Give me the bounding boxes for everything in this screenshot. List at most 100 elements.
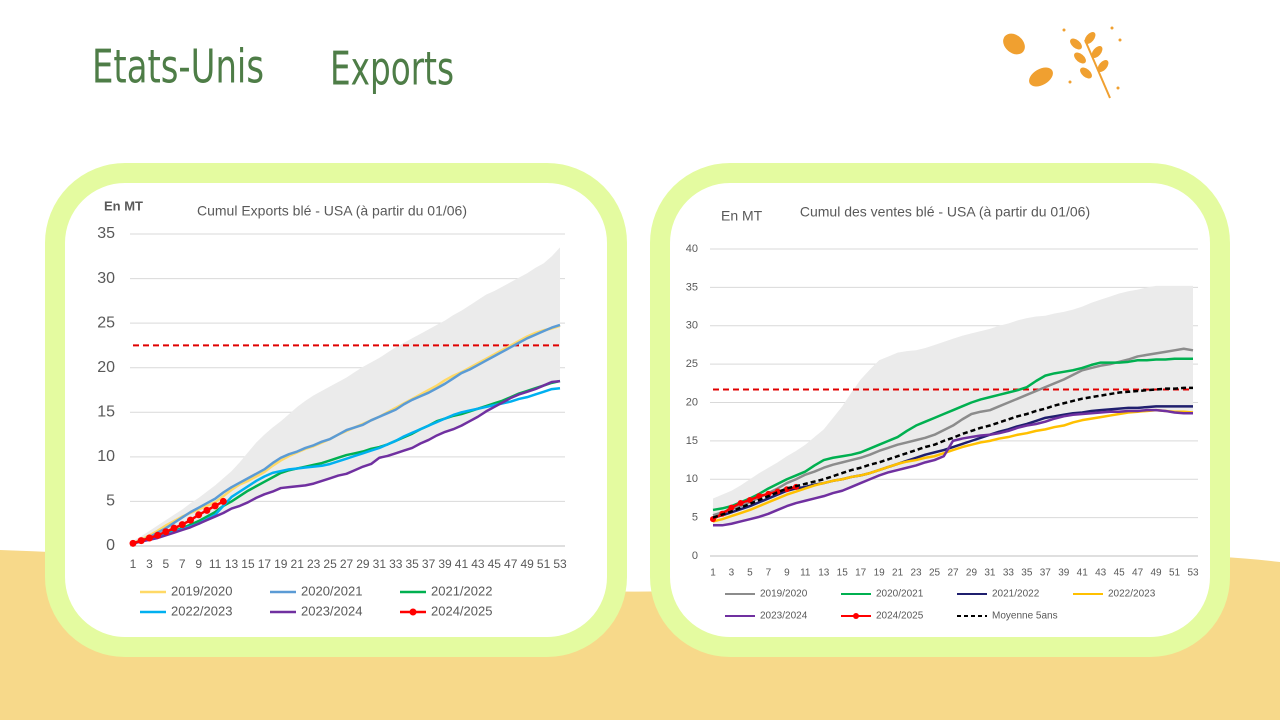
x-tick-label: 35 — [406, 557, 420, 571]
data-point — [178, 521, 186, 529]
data-point — [756, 493, 763, 500]
x-tick-label: 37 — [1040, 568, 1052, 579]
x-tick-label: 23 — [911, 568, 923, 579]
x-tick-label: 17 — [855, 568, 867, 579]
y-tick-label: 20 — [686, 396, 698, 408]
range-band — [133, 247, 560, 544]
x-tick-label: 3 — [729, 568, 735, 579]
wheat-icon — [1003, 26, 1122, 99]
x-tick-label: 31 — [984, 568, 996, 579]
y-tick-label: 40 — [686, 243, 698, 255]
legend-label: 2019/2020 — [171, 583, 232, 598]
x-tick-label: 15 — [837, 568, 849, 579]
y-tick-label: 35 — [686, 281, 698, 293]
x-tick-label: 49 — [520, 557, 534, 571]
x-tick-label: 9 — [784, 568, 790, 579]
legend-label: 2020/2021 — [876, 589, 924, 600]
y-tick-label: 10 — [97, 448, 115, 465]
y-tick-label: 25 — [686, 358, 698, 370]
x-tick-label: 31 — [373, 557, 387, 571]
x-tick-label: 19 — [274, 557, 288, 571]
x-tick-label: 33 — [1003, 568, 1015, 579]
chart-title: Cumul Exports blé - USA (à partir du 01/… — [197, 203, 467, 219]
x-tick-label: 43 — [471, 557, 485, 571]
legend-label: 2023/2024 — [301, 603, 362, 618]
x-tick-label: 27 — [340, 557, 354, 571]
x-tick-label: 17 — [258, 557, 272, 571]
x-tick-label: 25 — [929, 568, 941, 579]
x-tick-label: 35 — [1021, 568, 1033, 579]
legend-label: 2021/2022 — [992, 589, 1040, 600]
x-tick-label: 21 — [291, 557, 305, 571]
x-tick-label: 1 — [710, 568, 716, 579]
x-tick-label: 11 — [800, 568, 811, 579]
x-tick-label: 7 — [766, 568, 772, 579]
y-tick-label: 5 — [692, 512, 698, 524]
x-tick-label: 13 — [225, 557, 239, 571]
x-tick-label: 21 — [892, 568, 904, 579]
x-tick-label: 41 — [455, 557, 469, 571]
x-tick-label: 39 — [1058, 568, 1070, 579]
y-tick-label: 0 — [106, 537, 115, 554]
legend-label: 2020/2021 — [301, 583, 362, 598]
chart-title: Cumul des ventes blé - USA (à partir du … — [800, 204, 1090, 220]
data-point — [195, 511, 203, 519]
legend-label: 2022/2023 — [1108, 589, 1156, 600]
series-line — [712, 405, 1193, 519]
x-tick-label: 23 — [307, 557, 321, 571]
legend-label: Moyenne 5ans — [992, 611, 1058, 622]
series-line — [712, 357, 1193, 512]
x-tick-label: 5 — [163, 557, 170, 571]
data-point — [219, 497, 227, 505]
data-point — [162, 528, 170, 536]
series-line — [132, 323, 561, 545]
series-line — [712, 386, 1193, 519]
data-point — [154, 531, 162, 539]
x-tick-label: 25 — [323, 557, 337, 571]
data-point — [129, 539, 137, 547]
legend-label: 2024/2025 — [876, 611, 924, 622]
x-tick-label: 13 — [818, 568, 830, 579]
x-tick-label: 9 — [195, 557, 202, 571]
x-tick-label: 45 — [1114, 568, 1126, 579]
series-line — [713, 408, 1193, 527]
data-point — [746, 496, 753, 503]
x-tick-label: 53 — [553, 557, 567, 571]
x-tick-label: 29 — [966, 568, 978, 579]
legend-label: 2024/2025 — [431, 603, 492, 618]
y-tick-label: 0 — [692, 550, 698, 562]
y-axis-label: En MT — [104, 198, 143, 213]
page-title: Etats-Unis — [92, 40, 264, 94]
x-tick-label: 39 — [438, 557, 452, 571]
x-tick-label: 7 — [179, 557, 186, 571]
x-tick-label: 53 — [1187, 568, 1199, 579]
y-tick-label: 30 — [97, 270, 115, 287]
x-tick-label: 37 — [422, 557, 436, 571]
series-line — [712, 408, 1194, 523]
y-tick-label: 35 — [97, 225, 115, 242]
legend-label: 2022/2023 — [171, 603, 232, 618]
y-tick-label: 25 — [97, 314, 115, 331]
data-point — [145, 534, 153, 542]
x-tick-label: 33 — [389, 557, 403, 571]
x-tick-label: 15 — [241, 557, 255, 571]
x-tick-label: 27 — [947, 568, 959, 579]
x-tick-label: 49 — [1151, 568, 1163, 579]
data-point — [737, 500, 744, 507]
legend-marker — [853, 613, 859, 619]
data-point — [211, 502, 219, 510]
y-tick-label: 15 — [686, 435, 698, 447]
data-point — [186, 516, 194, 524]
x-tick-label: 29 — [356, 557, 370, 571]
legend-label: 2021/2022 — [431, 583, 492, 598]
data-point — [203, 506, 211, 514]
x-tick-label: 47 — [504, 557, 518, 571]
data-point — [728, 504, 735, 511]
y-tick-label: 30 — [686, 320, 698, 332]
data-point — [170, 524, 178, 532]
data-point — [765, 490, 772, 497]
x-tick-label: 1 — [130, 557, 137, 571]
page-subtitle: Exports — [330, 42, 454, 96]
